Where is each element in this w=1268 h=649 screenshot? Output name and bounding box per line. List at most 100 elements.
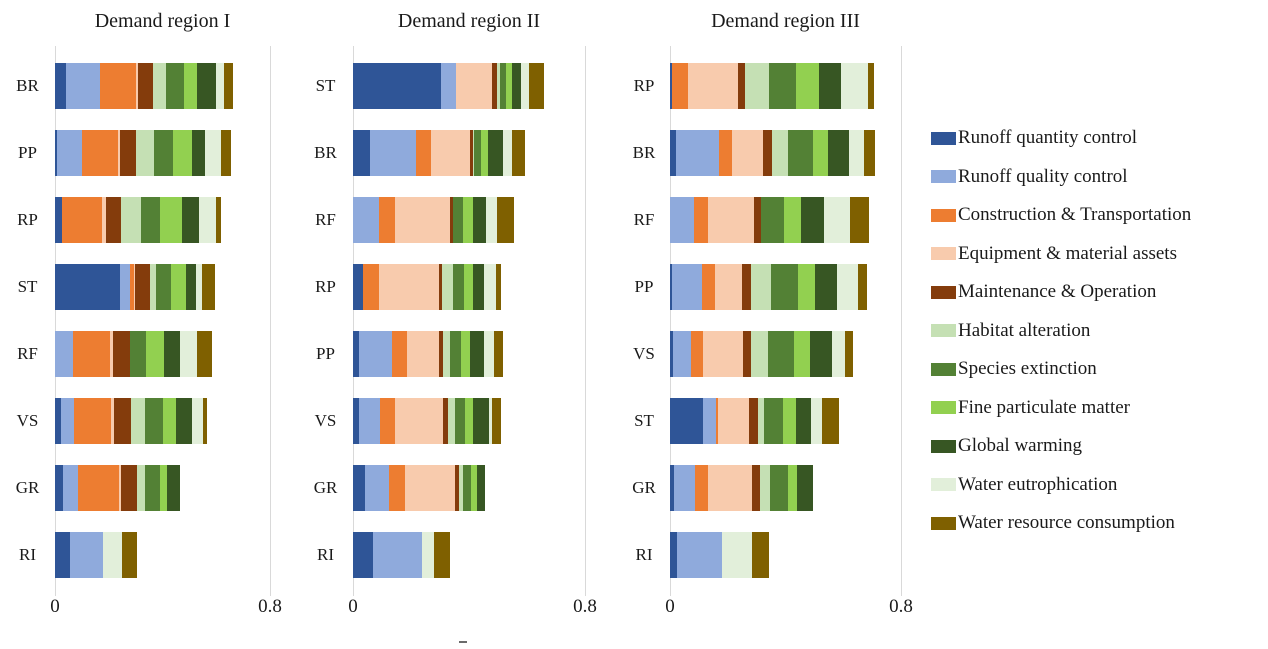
- bar-segment-water-eutrophication: [521, 62, 529, 109]
- bar-segment-equipment-material-assets: [717, 397, 749, 444]
- bar-segment-construction-transportation: [389, 464, 405, 511]
- category-label: PP: [316, 343, 335, 363]
- bar-segment-runoff-quantity-control: [55, 531, 71, 578]
- bar-track: [55, 196, 270, 243]
- bar-segment-global-warming: [163, 330, 180, 377]
- panel-title: Demand region III: [711, 10, 860, 32]
- x-tick-max: 0.8: [258, 596, 282, 617]
- bar-segment-species-extinction: [474, 129, 481, 176]
- bar-segment-fine-particulate-matter: [797, 263, 816, 310]
- category-label: PP: [634, 276, 654, 296]
- legend-item-species-extinction: Species extinction: [931, 350, 1191, 389]
- bar-segment-fine-particulate-matter: [794, 330, 810, 377]
- bar-track: [670, 263, 901, 310]
- bar-segment-runoff-quality-control: [57, 129, 82, 176]
- bar-segment-runoff-quantity-control: [670, 129, 676, 176]
- bar-segment-global-warming: [197, 62, 216, 109]
- bar-track: [353, 129, 585, 176]
- category-label: VS: [16, 410, 39, 430]
- bar-segment-global-warming: [488, 129, 504, 176]
- bar-segment-species-extinction: [449, 330, 461, 377]
- bar-segment-species-extinction: [764, 397, 784, 444]
- legend-label: Maintenance & Operation: [958, 281, 1157, 303]
- legend-label: Species extinction: [958, 358, 1097, 380]
- bar-segment-water-resource-consumption: [849, 196, 870, 243]
- bar-row: VS: [618, 320, 901, 387]
- bar-segment-global-warming: [818, 62, 842, 109]
- bar-track: [55, 397, 270, 444]
- bar-segment-fine-particulate-matter: [460, 330, 471, 377]
- bar-segment-species-extinction: [462, 464, 471, 511]
- category-label: ST: [315, 75, 336, 95]
- bar-segment-runoff-quantity-control: [55, 263, 121, 310]
- bar-segment-equipment-material-assets: [688, 62, 738, 109]
- bar-segment-water-eutrophication: [103, 531, 123, 578]
- category-label: RI: [317, 544, 334, 564]
- bar-track: [55, 330, 270, 377]
- category-label: ST: [634, 410, 654, 430]
- legend-swatch-maintenance-operation: [931, 285, 956, 299]
- bar-segment-fine-particulate-matter: [783, 397, 797, 444]
- bar-segment-equipment-material-assets: [118, 464, 122, 511]
- bar-segment-water-eutrophication: [503, 129, 512, 176]
- bar-segment-fine-particulate-matter: [184, 62, 198, 109]
- legend-item-water-eutrophication: Water eutrophication: [931, 466, 1191, 505]
- bar-segment-fine-particulate-matter: [470, 464, 477, 511]
- bar-segment-maintenance-operation: [439, 330, 443, 377]
- legend-swatch-construction-transportation: [931, 208, 956, 222]
- bar-segment-construction-transportation: [416, 129, 432, 176]
- legend-swatch-runoff-quantity-control: [931, 131, 956, 145]
- bar-segment-species-extinction: [788, 129, 814, 176]
- bar-segment-maintenance-operation: [443, 397, 448, 444]
- bar-track: [353, 330, 585, 377]
- bar-segment-runoff-quality-control: [672, 330, 691, 377]
- bar-row: RF: [0, 320, 270, 387]
- bar-segment-global-warming: [473, 397, 490, 444]
- bar-segment-water-resource-consumption: [495, 263, 501, 310]
- category-label: VS: [314, 410, 337, 430]
- x-axis: 0 0.8: [298, 596, 597, 628]
- bar-segment-water-eutrophication: [841, 62, 868, 109]
- bar-segment-water-resource-consumption: [492, 397, 501, 444]
- bar-segment-runoff-quality-control: [353, 196, 380, 243]
- bar-segment-runoff-quantity-control: [353, 464, 365, 511]
- legend-item-maintenance-operation: Maintenance & Operation: [931, 273, 1191, 312]
- bar-segment-runoff-quality-control: [63, 464, 79, 511]
- bar-row: RP: [298, 253, 585, 320]
- legend-label: Global warming: [958, 435, 1083, 457]
- bar-segment-global-warming: [176, 397, 192, 444]
- bar-segment-maintenance-operation: [748, 397, 758, 444]
- bar-segment-construction-transportation: [81, 129, 118, 176]
- category-label: GR: [632, 477, 656, 497]
- bar-segment-maintenance-operation: [743, 330, 752, 377]
- bar-segment-global-warming: [512, 62, 522, 109]
- category-label: BR: [632, 142, 656, 162]
- bar-segment-water-resource-consumption: [528, 62, 545, 109]
- bar-segment-water-eutrophication: [831, 330, 845, 377]
- bar-segment-habitat-alteration: [120, 196, 141, 243]
- bar-segment-maintenance-operation: [450, 196, 454, 243]
- bar-row: ST: [298, 52, 585, 119]
- x-tick-zero: 0: [348, 596, 358, 617]
- category-label: BR: [314, 142, 337, 162]
- legend-item-water-resource-consumption: Water resource consumption: [931, 504, 1191, 543]
- panel-region-2: Demand region II ST BR RF RP PP VS GR RI 0 0.8: [298, 0, 597, 628]
- bar-segment-habitat-alteration: [472, 129, 475, 176]
- bar-segment-equipment-material-assets: [117, 129, 121, 176]
- bar-segment-runoff-quality-control: [675, 129, 719, 176]
- bar-segment-species-extinction: [453, 263, 465, 310]
- bar-segment-fine-particulate-matter: [788, 464, 797, 511]
- bar-segment-runoff-quality-control: [671, 263, 703, 310]
- bar-segment-fine-particulate-matter: [784, 196, 802, 243]
- legend-swatch-species-extinction: [931, 362, 956, 376]
- legend-label: Water eutrophication: [958, 473, 1118, 495]
- category-label: RF: [315, 209, 336, 229]
- bar-segment-runoff-quantity-control: [353, 330, 360, 377]
- bar-segment-runoff-quantity-control: [670, 531, 677, 578]
- bar-track: [670, 464, 901, 511]
- bar-segment-runoff-quantity-control: [670, 330, 673, 377]
- bar-segment-construction-transportation: [61, 196, 103, 243]
- bar-segment-habitat-alteration: [130, 397, 145, 444]
- bar-segment-runoff-quality-control: [120, 263, 131, 310]
- bar-segment-equipment-material-assets: [406, 330, 440, 377]
